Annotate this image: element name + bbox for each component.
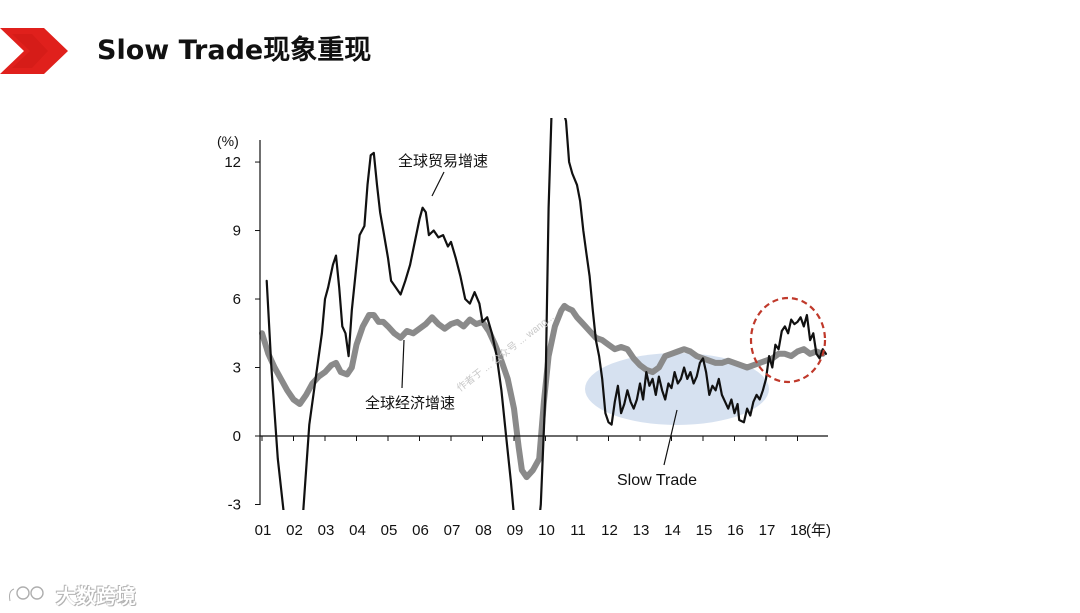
watermark-text: 大数跨境	[56, 583, 136, 608]
annotation-trade-growth: 全球贸易增速	[398, 152, 488, 170]
x-tick-label: 05	[381, 522, 398, 539]
y-tick-label: 0	[233, 428, 241, 445]
x-tick-label: 04	[349, 522, 366, 539]
y-tick-label: 3	[233, 360, 241, 377]
x-tick-label: 08	[475, 522, 492, 539]
y-tick-label: 9	[233, 223, 241, 240]
x-tick-label: 16	[727, 522, 744, 539]
recent-rebound-highlight	[749, 296, 827, 384]
x-tick-label: 13	[633, 522, 650, 539]
slow-trade-highlight	[585, 353, 769, 425]
x-tick-label: 10	[538, 522, 555, 539]
x-tick-label: 07	[444, 522, 461, 539]
annotation-slow-trade-pointer	[663, 409, 678, 466]
annotation-slow-trade: Slow Trade	[617, 472, 697, 489]
x-tick-label: 01	[255, 522, 272, 539]
annotation-gdp-pointer	[401, 339, 405, 389]
watermark-logo: 大数跨境	[6, 580, 146, 608]
annotation-gdp-growth: 全球经济增速	[365, 394, 455, 412]
x-tick-label: 06	[412, 522, 429, 539]
x-tick-label: 03	[318, 522, 335, 539]
x-tick-label: 12	[601, 522, 618, 539]
x-tick-label: 17	[759, 522, 776, 539]
x-tick-label: 02	[286, 522, 303, 539]
x-tick-label: 15	[696, 522, 713, 539]
y-tick-label: -3	[228, 496, 241, 513]
x-tick-label: 18	[790, 522, 807, 539]
title-chevron-icon	[0, 28, 68, 74]
x-unit-label: (年)	[806, 522, 831, 539]
annotation-trade-pointer	[431, 171, 445, 197]
y-tick-label: 12	[224, 154, 241, 171]
y-tick-label: 6	[233, 291, 241, 308]
series-line-trade-growth	[265, 118, 827, 510]
x-tick-label: 14	[664, 522, 681, 539]
series-line-gdp-growth	[259, 302, 826, 481]
x-tick-label: 09	[507, 522, 524, 539]
y-unit-label: (%)	[217, 133, 239, 149]
x-tick-label: 11	[570, 522, 586, 539]
logo-icon	[8, 586, 44, 602]
slide-title: Slow Trade现象重现	[97, 35, 372, 66]
